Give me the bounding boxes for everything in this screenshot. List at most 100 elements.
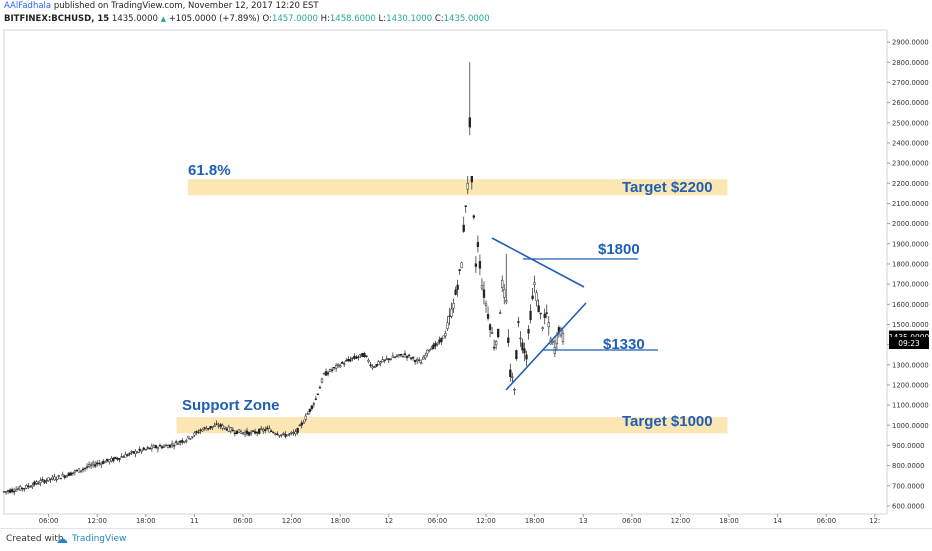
candle-body	[373, 366, 376, 368]
candle-body	[460, 262, 463, 269]
plot-frame	[3, 29, 888, 515]
price-chart[interactable]: 600.0000 700.0000 800.0000 900.0000 1000.000…	[0, 0, 932, 528]
change-text: +105.0000 (+7.89%)	[168, 14, 260, 24]
author-link[interactable]: AAlFadhala	[4, 1, 52, 11]
candle-body	[193, 432, 196, 436]
candle-body	[172, 445, 176, 447]
price-tick-label: 2500.0000	[892, 119, 929, 127]
candle-body	[310, 405, 313, 409]
candle-body	[183, 441, 186, 443]
candle-body	[363, 353, 366, 358]
candle-body	[191, 436, 194, 438]
candle-body	[328, 368, 332, 372]
candle-body	[114, 456, 117, 459]
candle-body	[77, 468, 81, 473]
candle-body	[17, 488, 20, 490]
candle-body	[539, 312, 542, 315]
candle-body	[426, 349, 429, 354]
time-tick-label: 06:00	[622, 517, 642, 525]
footer-bar: Created with ☁ TradingView	[0, 528, 932, 551]
candle-body	[213, 425, 216, 427]
candle-body	[177, 443, 180, 445]
candle-body	[100, 462, 103, 465]
candle-body	[456, 284, 459, 290]
candle-body	[8, 489, 12, 493]
time-tick-label: 14	[773, 517, 782, 525]
candle-body	[128, 452, 131, 455]
candle-body	[320, 378, 324, 383]
candle-body	[249, 431, 253, 434]
drawings-layer[interactable]	[491, 237, 658, 391]
price-tick-label: 1800.0000	[892, 260, 929, 268]
price-tick-label: 1900.0000	[892, 240, 929, 248]
candle-body	[85, 466, 89, 468]
candle-body	[413, 360, 417, 363]
candle-body	[446, 322, 449, 329]
candle-body	[67, 472, 70, 477]
candle-body	[87, 464, 91, 468]
candle-body	[470, 175, 473, 183]
candle-body	[154, 445, 158, 449]
candle-body	[314, 398, 318, 400]
high-label: H:	[320, 14, 330, 24]
candle-body	[268, 428, 271, 433]
price-tick-label: 1700.0000	[892, 281, 929, 289]
candle-body	[57, 475, 60, 477]
symbol-label[interactable]: BITFINEX:BCHUSD, 15	[4, 14, 110, 24]
support-zone-label: Support Zone	[182, 397, 280, 414]
annotations: 61.8% Target $2200 $1800 $1330 Support Z…	[182, 162, 713, 430]
triangle-upper-trendline[interactable]	[491, 237, 585, 288]
open-label: O:	[262, 14, 272, 24]
candle-body	[235, 430, 239, 435]
low-label: L:	[378, 14, 387, 24]
candle-body	[367, 359, 370, 362]
price-tick-label: 2600.0000	[892, 99, 929, 107]
candle-body	[179, 440, 182, 443]
candle-body	[300, 422, 303, 426]
candle-body	[181, 440, 184, 443]
candle-body	[89, 464, 93, 467]
candle-body	[351, 357, 354, 359]
candle-body	[241, 432, 245, 434]
price-tick-label: 2800.0000	[892, 59, 929, 67]
candle-body	[415, 359, 419, 362]
candle-body	[37, 483, 40, 485]
candle-body	[361, 352, 364, 358]
time-tick-label: 11	[190, 517, 199, 525]
candle-body	[381, 359, 384, 363]
price-axis-ticks: 600.0000 700.0000 800.0000 900.0000 1000.000…	[887, 39, 929, 510]
price-tick-label: 1000.0000	[892, 422, 929, 430]
candle-body	[294, 431, 297, 435]
candle-body	[322, 372, 326, 375]
time-tick-label: 18:00	[136, 517, 156, 525]
candle-body	[501, 279, 504, 288]
tradingview-brand-link[interactable]: TradingView	[72, 534, 127, 544]
candle-body	[377, 361, 380, 366]
candle-body	[168, 444, 172, 448]
candle-body	[126, 454, 129, 457]
candle-body	[458, 269, 461, 271]
candle-body	[375, 363, 378, 367]
candle-body	[349, 359, 352, 362]
candle-body	[318, 387, 322, 389]
candle-body	[142, 447, 145, 450]
candle-body	[223, 426, 226, 429]
candle-body	[397, 353, 401, 356]
candle-body	[379, 361, 382, 364]
candle-body	[239, 431, 243, 434]
triangle-lower-trendline[interactable]	[505, 302, 587, 391]
candle-body	[61, 474, 64, 477]
tradingview-logo-icon: ☁	[56, 532, 68, 546]
candle-body	[324, 371, 328, 376]
candle-body	[253, 431, 257, 434]
candle-body	[371, 366, 374, 369]
candle-body	[10, 489, 14, 492]
candle-body	[21, 487, 24, 490]
candle-body	[531, 295, 534, 299]
candle-body	[497, 329, 500, 338]
candle-body	[53, 476, 56, 481]
candle-body	[365, 355, 368, 357]
candle-body	[355, 356, 358, 359]
candle-body	[185, 440, 188, 442]
candle-body	[116, 458, 119, 460]
